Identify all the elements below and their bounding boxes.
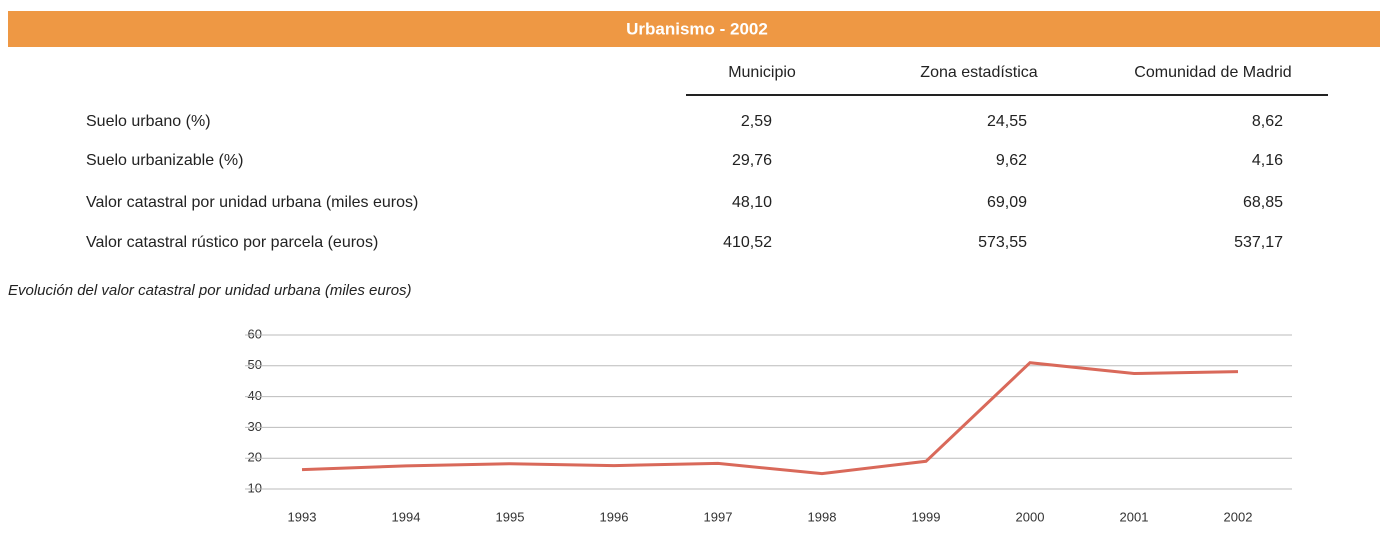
x-tick-label: 1993 <box>288 509 317 524</box>
cell: 24,55 <box>987 113 1027 130</box>
x-tick-label: 2000 <box>1016 509 1045 524</box>
y-tick-label: 20 <box>248 450 262 465</box>
column-header: Comunidad de Madrid <box>1134 64 1291 81</box>
x-tick-label: 1994 <box>392 509 421 524</box>
x-tick-label: 1997 <box>704 509 733 524</box>
cell: 8,62 <box>1252 113 1283 130</box>
row-label: Valor catastral por unidad urbana (miles… <box>86 194 418 211</box>
cell: 9,62 <box>996 152 1027 169</box>
row-label: Suelo urbano (%) <box>86 113 211 130</box>
cell: 410,52 <box>723 234 772 251</box>
cell: 69,09 <box>987 194 1027 211</box>
chart-title: Evolución del valor catastral por unidad… <box>8 282 412 299</box>
x-tick-label: 2001 <box>1120 509 1149 524</box>
cell: 68,85 <box>1243 194 1283 211</box>
column-header: Municipio <box>728 64 796 81</box>
header-bar <box>8 11 1380 47</box>
cell: 537,17 <box>1234 234 1283 251</box>
y-tick-label: 40 <box>248 388 262 403</box>
cell: 48,10 <box>732 194 772 211</box>
x-tick-label: 1998 <box>808 509 837 524</box>
x-tick-label: 1995 <box>496 509 525 524</box>
y-tick-label: 10 <box>248 480 262 495</box>
x-tick-label: 1996 <box>600 509 629 524</box>
row-label: Valor catastral rústico por parcela (eur… <box>86 234 378 251</box>
row-label: Suelo urbanizable (%) <box>86 152 243 169</box>
cell: 573,55 <box>978 234 1027 251</box>
cell: 29,76 <box>732 152 772 169</box>
y-tick-label: 50 <box>248 357 262 372</box>
column-header: Zona estadística <box>920 64 1038 81</box>
x-tick-label: 1999 <box>912 509 941 524</box>
cell: 4,16 <box>1252 152 1283 169</box>
x-tick-label: 2002 <box>1224 509 1253 524</box>
y-tick-label: 30 <box>248 419 262 434</box>
header-title: Urbanismo - 2002 <box>626 19 768 38</box>
y-tick-label: 60 <box>248 326 262 341</box>
line-series <box>301 361 1239 476</box>
cell: 2,59 <box>741 113 772 130</box>
